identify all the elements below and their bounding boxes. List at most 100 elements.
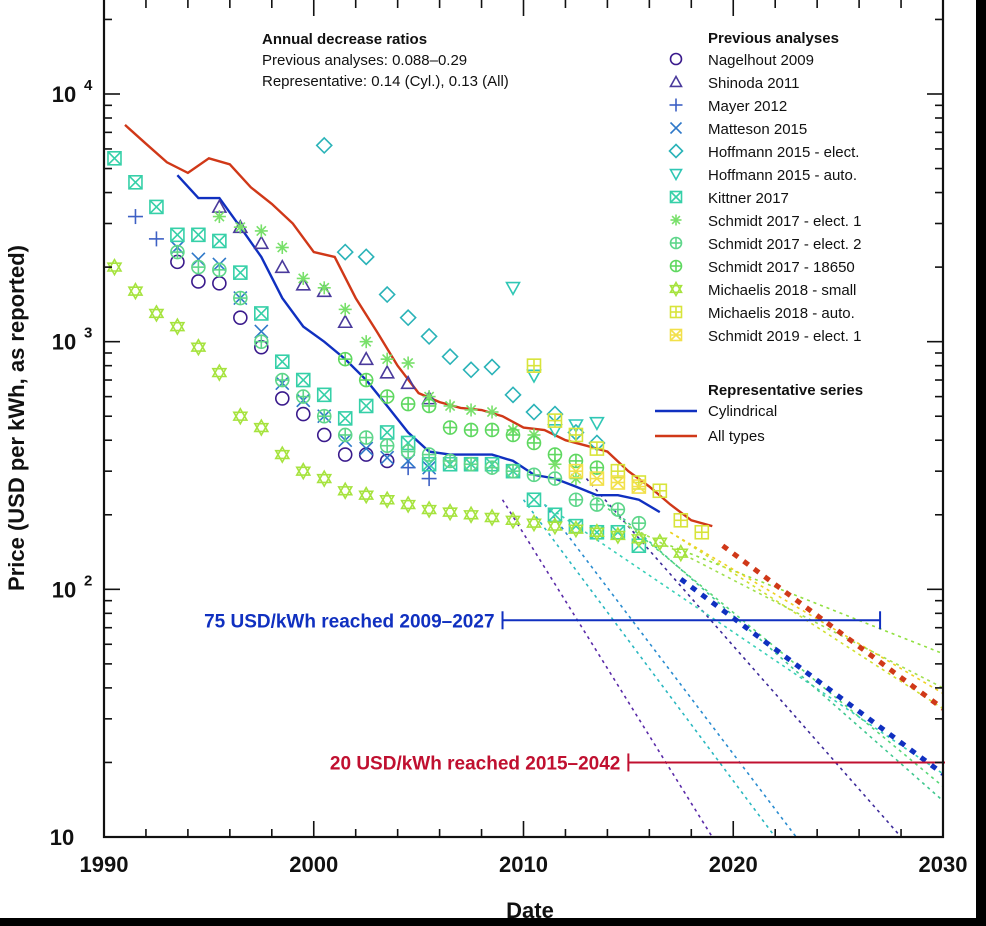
point-shinoda-2011 (358, 350, 375, 366)
point-schmidt-2017-elect-2 (274, 372, 290, 388)
projection-line (501, 499, 713, 837)
point-schmidt-2017-elect-1 (296, 271, 310, 285)
projection-line (606, 503, 943, 802)
point-schmidt-2017-elect-2 (463, 456, 479, 472)
point-schmidt-2017-elect-2 (589, 497, 605, 512)
line-cylindrical (176, 174, 661, 514)
point-michaelis-2018-small (400, 495, 417, 514)
point-schmidt-2017-elect-2 (547, 471, 563, 486)
point-michaelis-2018-auto (652, 483, 668, 499)
legend-marker (669, 280, 683, 298)
x-tick-label: 1990 (80, 852, 129, 877)
legend-label: Hoffmann 2015 - elect. (708, 144, 859, 161)
point-schmidt-2017-18650 (505, 427, 521, 443)
point-michaelis-2018-small (106, 257, 123, 277)
legend-title-representative: Representative series (708, 382, 863, 399)
point-hoffmann-2015-elect (504, 386, 522, 404)
point-michaelis-2018-small (610, 526, 626, 545)
representative-lines (124, 124, 713, 528)
point-schmidt-2017-elect-2 (295, 389, 311, 404)
range-markers: 75 USD/kWh reached 2009–2027 20 USD/kWh r… (204, 611, 945, 774)
point-schmidt-2017-elect-1 (485, 405, 499, 419)
point-michaelis-2018-small (379, 490, 396, 509)
plot-frame (102, 0, 945, 839)
point-michaelis-2018-small (547, 516, 563, 536)
point-shinoda-2011 (337, 313, 354, 329)
point-schmidt-2017-elect-1 (212, 210, 226, 224)
legend-marker (669, 328, 683, 342)
point-schmidt-2017-18650 (337, 351, 353, 367)
point-matteson-2015 (254, 324, 269, 339)
y-tick-label: 10 (52, 330, 76, 355)
range-label: 75 USD/kWh reached 2009–2027 (204, 611, 494, 632)
projection-line (522, 499, 776, 837)
point-schmidt-2017-elect-1 (569, 472, 583, 486)
point-kittner-2017 (107, 151, 122, 166)
legend-marker (669, 121, 683, 135)
x-axis-label: Date (506, 898, 554, 918)
legend-label: Schmidt 2017 - elect. 1 (708, 213, 861, 230)
point-michaelis-2018-small (358, 486, 375, 505)
point-hoffmann-2015-elect (315, 136, 333, 155)
point-kittner-2017 (379, 425, 395, 440)
point-hoffmann-2015-elect (483, 358, 501, 376)
point-schmidt-2017-elect-1 (359, 335, 373, 349)
point-schmidt-2017-elect-2 (400, 444, 416, 459)
legend-marker (669, 190, 683, 204)
point-schmidt-2017-elect-2 (610, 502, 626, 517)
legend-marker (669, 74, 683, 88)
point-schmidt-2017-18650 (484, 422, 500, 438)
legend-marker (669, 305, 683, 319)
y-tick-exponent: 4 (84, 77, 93, 94)
legend-marker (669, 259, 683, 273)
point-michaelis-2018-small (484, 508, 500, 527)
point-schmidt-2017-elect-2 (170, 244, 185, 260)
legend-label: All types (708, 428, 765, 445)
x-tick-label: 2030 (919, 852, 968, 877)
point-schmidt-2017-elect-2 (484, 460, 500, 475)
legend-label: Schmidt 2019 - elect. 1 (708, 328, 861, 345)
point-schmidt-2017-elect-1 (317, 281, 331, 295)
range-label: 20 USD/kWh reached 2015–2042 (330, 753, 620, 774)
point-michaelis-2018-small (442, 503, 458, 522)
y-axis-label: Price (USD per kWh, as reported) (4, 245, 29, 591)
point-michaelis-2018-auto (568, 427, 584, 443)
point-schmidt-2017-elect-2 (379, 438, 395, 454)
point-kittner-2017 (547, 507, 563, 523)
point-hoffmann-2015-auto (589, 416, 605, 432)
point-michaelis-2018-small (505, 511, 521, 530)
point-schmidt-2017-elect-1 (443, 399, 457, 413)
point-schmidt-2017-elect-2 (358, 430, 374, 445)
point-nagelhout-2009 (379, 453, 395, 469)
point-nagelhout-2009 (316, 427, 332, 443)
point-kittner-2017 (254, 306, 269, 321)
legend-label: Michaelis 2018 - auto. (708, 305, 855, 322)
point-schmidt-2017-elect-1 (233, 220, 247, 234)
point-matteson-2015 (191, 252, 206, 267)
point-schmidt-2017-elect-1 (380, 352, 394, 366)
point-schmidt-2017-18650 (358, 372, 374, 388)
point-schmidt-2017-elect-1 (338, 302, 352, 316)
point-hoffmann-2015-elect (357, 248, 375, 266)
point-mayer-2012 (148, 231, 164, 247)
legend-label: Schmidt 2017 - elect. 2 (708, 236, 861, 253)
point-shinoda-2011 (295, 276, 312, 291)
point-schmidt-2017-elect-2 (631, 515, 647, 531)
point-schmidt-2017-elect-1 (275, 241, 289, 255)
point-schmidt-2017-elect-1 (401, 356, 415, 370)
projection-line (669, 531, 943, 695)
legend-marker (669, 168, 683, 182)
point-kittner-2017 (170, 227, 185, 243)
annotation-line-2: Representative: 0.14 (Cyl.), 0.13 (All) (262, 73, 509, 90)
legend-label: Kittner 2017 (708, 190, 789, 207)
projection-line (585, 478, 902, 837)
point-kittner-2017 (316, 387, 332, 403)
point-schmidt-2017-elect-2 (505, 463, 521, 479)
point-nagelhout-2009 (337, 447, 353, 462)
point-nagelhout-2009 (358, 447, 374, 462)
point-schmidt-2017-elect-2 (442, 453, 458, 469)
point-michaelis-2018-small (148, 304, 165, 323)
point-michaelis-2018-small (274, 445, 291, 464)
point-michaelis-2018-small (651, 533, 668, 552)
